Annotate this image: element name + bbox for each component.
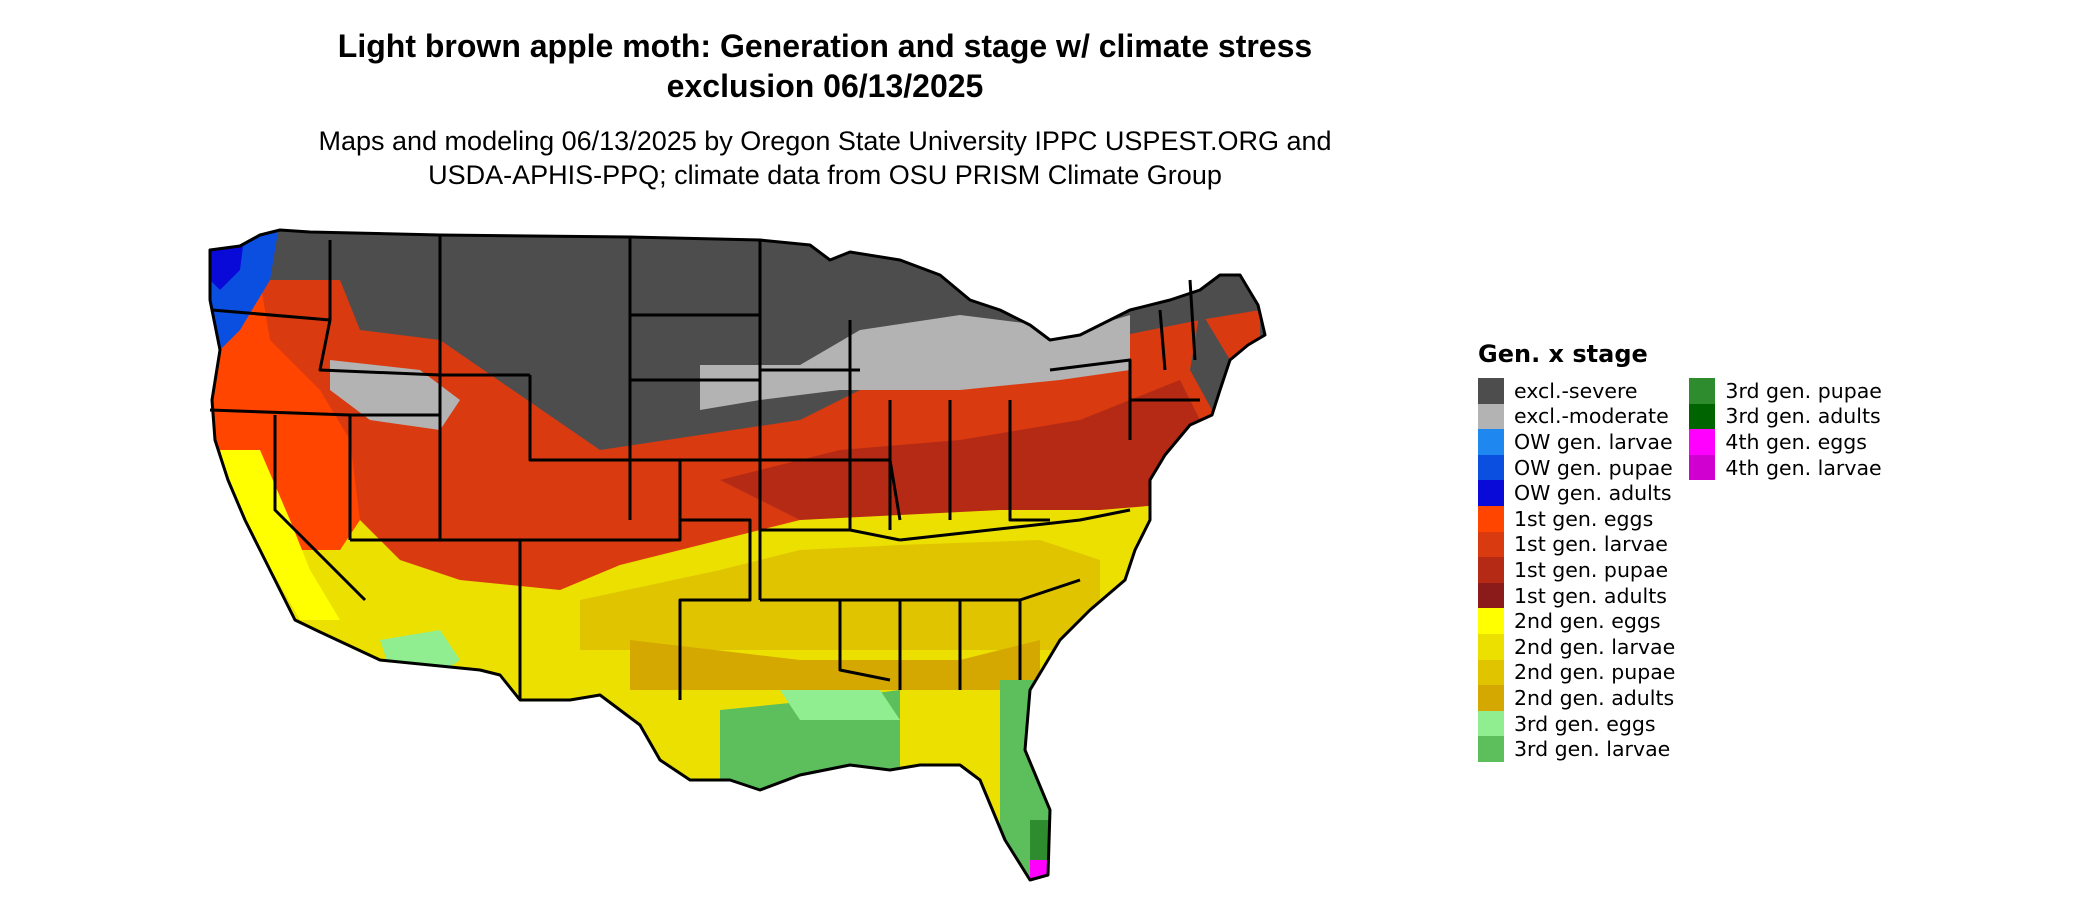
- legend-item: OW gen. larvae: [1478, 429, 1675, 455]
- legend-swatch: [1478, 557, 1504, 583]
- legend-swatch: [1478, 531, 1504, 558]
- legend-item: 1st gen. eggs: [1478, 505, 1675, 532]
- legend-label: 3rd gen. pupae: [1725, 378, 1882, 403]
- legend-label: OW gen. larvae: [1514, 429, 1673, 454]
- legend-item: excl.-moderate: [1478, 403, 1675, 430]
- legend-label: 1st gen. eggs: [1514, 506, 1654, 531]
- legend-label: excl.-moderate: [1514, 404, 1669, 429]
- legend-label: 2nd gen. larvae: [1514, 634, 1676, 659]
- legend-swatch: [1478, 659, 1504, 686]
- legend-item: 2nd gen. eggs: [1478, 608, 1675, 634]
- legend-item: 3rd gen. pupae: [1689, 378, 1882, 404]
- legend-swatch: [1478, 633, 1504, 660]
- legend-swatch: [1478, 454, 1504, 481]
- legend-label: 2nd gen. adults: [1514, 685, 1675, 710]
- map-title-line-2: exclusion 06/13/2025: [666, 68, 984, 104]
- legend-item: 3rd gen. adults: [1689, 403, 1881, 430]
- legend-swatch: [1478, 710, 1504, 737]
- legend-column-1: excl.-severe excl.-moderate OW gen. larvae…: [1478, 378, 1675, 762]
- map-title-line-1: Light brown apple moth: Generation and s…: [337, 28, 1313, 64]
- legend-item: 2nd gen. adults: [1478, 685, 1675, 711]
- legend-item: excl.-severe: [1478, 378, 1675, 404]
- map-legend: Gen. x stage excl.-severe excl.-moderate O…: [1478, 340, 1882, 762]
- legend-column-2: 3rd gen. pupae 3rd gen. adults 4th gen. eg…: [1689, 378, 1882, 762]
- us-phenology-map: [208, 228, 1267, 882]
- legend-swatch: [1478, 608, 1504, 634]
- legend-label: 1st gen. adults: [1514, 583, 1667, 608]
- legend-item: OW gen. adults: [1478, 480, 1675, 506]
- legend-label: 3rd gen. adults: [1725, 404, 1881, 429]
- legend-swatch: [1478, 685, 1504, 711]
- legend-swatch: [1478, 429, 1504, 455]
- legend-item: 4th gen. eggs: [1689, 429, 1881, 455]
- legend-label: 3rd gen. eggs: [1514, 711, 1656, 736]
- legend-swatch: [1689, 454, 1716, 481]
- legend-swatch: [1689, 403, 1716, 430]
- map-subtitle-line-1: Maps and modeling 06/13/2025 by Oregon S…: [318, 126, 1332, 156]
- legend-label: 4th gen. larvae: [1725, 455, 1882, 480]
- legend-label: 1st gen. pupae: [1514, 557, 1669, 582]
- legend-label: 4th gen. eggs: [1725, 429, 1867, 454]
- legend-swatch: [1689, 378, 1716, 404]
- legend-swatch: [1478, 505, 1504, 532]
- legend-swatch: [1478, 480, 1504, 506]
- legend-item: 2nd gen. larvae: [1478, 633, 1676, 660]
- legend-item: 1st gen. larvae: [1478, 531, 1675, 558]
- legend-item: 3rd gen. larvae: [1478, 736, 1675, 762]
- legend-label: 3rd gen. larvae: [1514, 737, 1671, 762]
- legend-label: excl.-severe: [1514, 378, 1638, 403]
- legend-title: Gen. x stage: [1478, 340, 1648, 368]
- legend-item: 1st gen. pupae: [1478, 557, 1675, 583]
- legend-item: 2nd gen. pupae: [1478, 659, 1676, 686]
- legend-item: 4th gen. larvae: [1689, 454, 1882, 481]
- legend-label: 1st gen. larvae: [1514, 532, 1668, 557]
- map-subtitle-line-2: USDA-APHIS-PPQ; climate data from OSU PR…: [428, 160, 1222, 190]
- legend-swatch: [1478, 736, 1504, 762]
- legend-label: 2nd gen. pupae: [1514, 660, 1676, 685]
- legend-label: OW gen. pupae: [1514, 455, 1673, 480]
- legend-label: 2nd gen. eggs: [1514, 609, 1661, 634]
- legend-label: OW gen. adults: [1514, 481, 1672, 506]
- legend-swatch: [1478, 378, 1504, 404]
- legend-item: 1st gen. adults: [1478, 582, 1675, 609]
- legend-swatch: [1478, 582, 1504, 609]
- legend-swatch: [1478, 403, 1504, 430]
- legend-item: 3rd gen. eggs: [1478, 710, 1675, 737]
- legend-swatch: [1689, 429, 1716, 455]
- legend-item: OW gen. pupae: [1478, 454, 1675, 481]
